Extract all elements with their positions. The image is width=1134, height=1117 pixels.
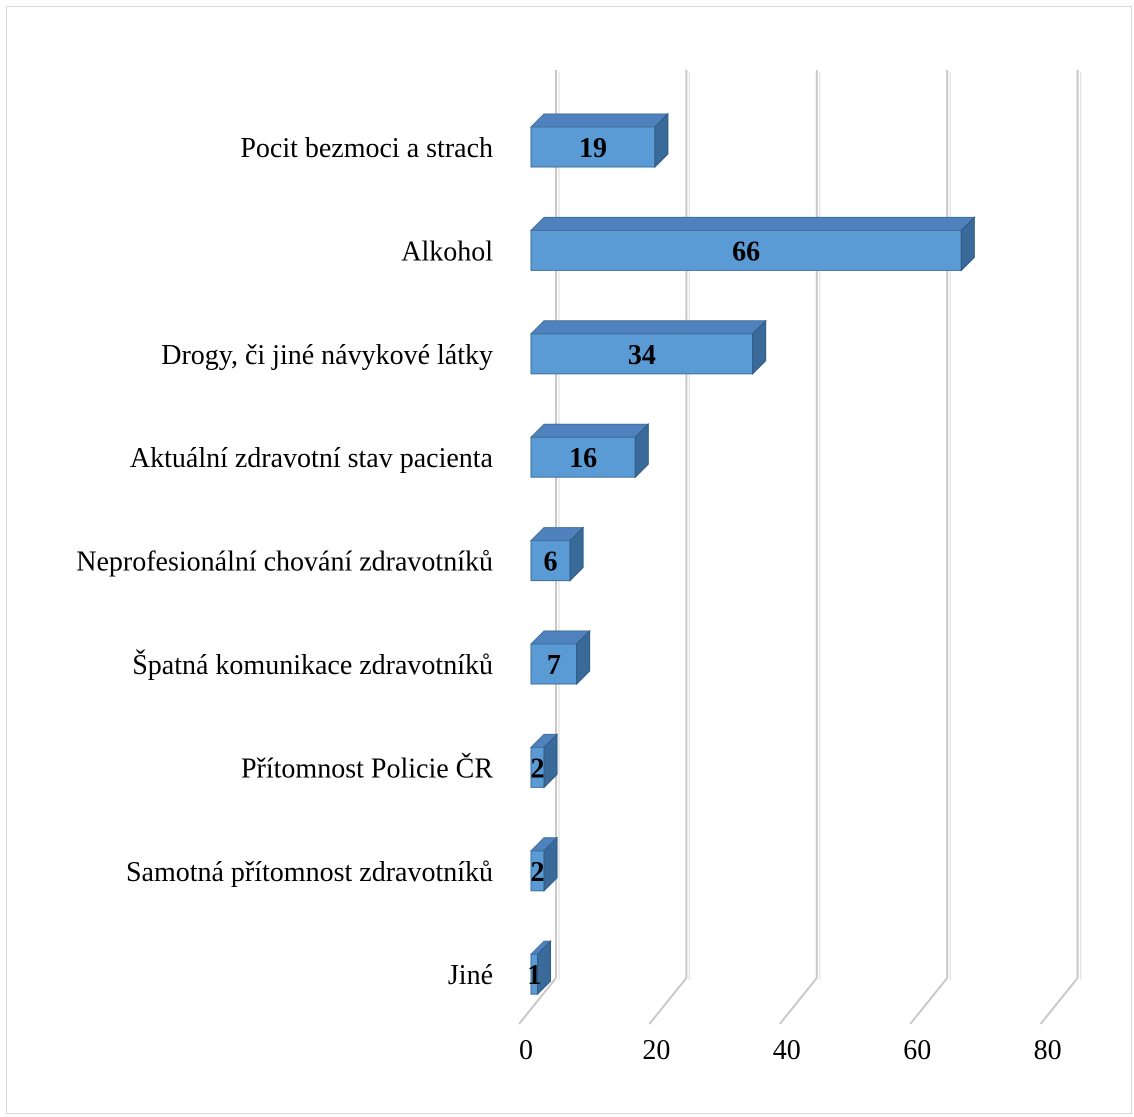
bar-side-face [543, 733, 558, 789]
bar-side-face [576, 629, 591, 686]
bar [530, 436, 636, 478]
bars: 19 66 34 16 6 7 2 2 1 [527, 112, 976, 996]
x-tick-label: 40 [773, 1035, 801, 1066]
data-label: 2 [531, 857, 545, 888]
bar-top-face [529, 320, 767, 335]
floor-gridline [779, 977, 818, 1025]
data-label: 66 [732, 236, 760, 267]
bar-side-face [569, 526, 584, 582]
bar [530, 540, 571, 582]
category-label: Drogy, či jiné návykové látky [161, 340, 493, 371]
bar-side-face [752, 319, 767, 376]
category-label: Pocit bezmoci a strach [240, 133, 493, 164]
x-tick-label: 0 [519, 1035, 533, 1066]
category-label: Samotná přítomnost zdravotníků [126, 857, 493, 888]
category-label: Alkohol [401, 236, 493, 267]
data-label: 19 [579, 133, 607, 164]
bar-side-face [960, 216, 975, 272]
category-labels: Pocit bezmoci a strach Alkohol Drogy, či j… [76, 133, 493, 991]
bar-side-face [634, 422, 649, 479]
data-label: 6 [544, 547, 558, 578]
bar-top-face [529, 113, 670, 128]
data-label: 16 [569, 443, 597, 474]
category-label: Aktuální zdravotní stav pacienta [130, 443, 494, 474]
x-tick-label: 20 [642, 1035, 670, 1066]
floor-gridline [648, 977, 688, 1025]
bar-top-face [529, 423, 650, 438]
bar-side-face [543, 836, 558, 893]
bar [530, 126, 656, 168]
bar-top-face [529, 216, 976, 231]
floor-gridline [1039, 977, 1079, 1025]
chart-frame: 19 66 34 16 6 7 2 2 1 Pocit bezmoci a strach Alko… [6, 6, 1132, 1114]
floor-gridline [518, 977, 557, 1025]
gridlines [518, 70, 1082, 1025]
floor-gridline [909, 977, 948, 1025]
bar-side-face [654, 112, 669, 169]
category-label: Přítomnost Policie ČR [241, 753, 493, 784]
x-axis-tick-labels: 0 20 40 60 80 [519, 1035, 1062, 1066]
data-label: 1 [527, 960, 541, 991]
category-label: Jiné [448, 960, 493, 991]
data-label: 34 [628, 340, 656, 371]
category-label: Neprofesionální chování zdravotníků [76, 547, 493, 578]
data-label: 7 [547, 650, 561, 681]
data-label: 2 [531, 753, 545, 784]
bar-side-face [537, 939, 552, 996]
category-label: Špatná komunikace zdravotníků [132, 650, 493, 681]
x-tick-label: 80 [1034, 1035, 1062, 1066]
x-tick-label: 60 [903, 1035, 931, 1066]
bar-chart: 19 66 34 16 6 7 2 2 1 Pocit bezmoci a strach Alko… [76, 70, 1082, 1066]
